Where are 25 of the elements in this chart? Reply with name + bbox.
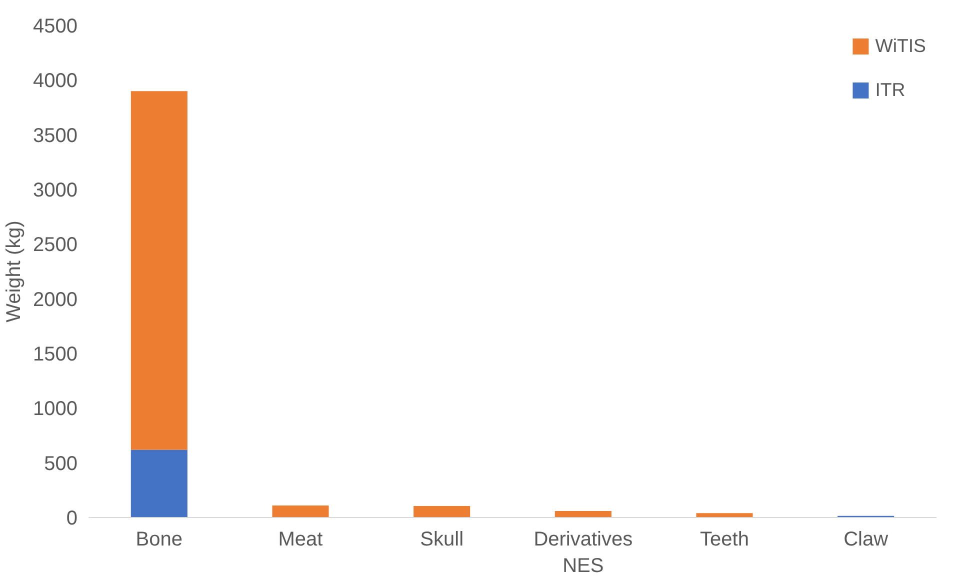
y-tick-label: 500 <box>44 452 78 475</box>
x-tick-label: Skull <box>420 528 464 550</box>
y-tick-label: 4000 <box>33 70 78 92</box>
legend-label: WiTIS <box>875 35 926 57</box>
y-tick-label: 2500 <box>33 234 78 256</box>
bar <box>130 450 188 518</box>
y-tick-label: 3500 <box>33 124 78 147</box>
y-tick-label: 0 <box>66 508 78 530</box>
y-tick-label: 4500 <box>33 16 78 38</box>
x-tick-label: Teeth <box>700 528 749 550</box>
y-axis-title: Weight (kg) <box>3 220 26 322</box>
bar <box>272 505 329 518</box>
bar <box>130 91 188 450</box>
y-tick-label: 2000 <box>33 288 78 311</box>
x-tick-label: Meat <box>278 528 324 550</box>
bar <box>414 506 470 518</box>
bar <box>696 513 753 518</box>
legend-label: ITR <box>875 79 906 101</box>
y-tick-label: 1500 <box>33 344 78 366</box>
x-tick-label: Bone <box>136 528 183 550</box>
x-tick-label: Claw <box>844 528 889 550</box>
x-tick-label: Derivatives NES <box>534 528 633 577</box>
y-tick-label: 1000 <box>33 398 78 420</box>
bar <box>554 510 612 518</box>
y-tick-label: 3000 <box>33 180 78 202</box>
